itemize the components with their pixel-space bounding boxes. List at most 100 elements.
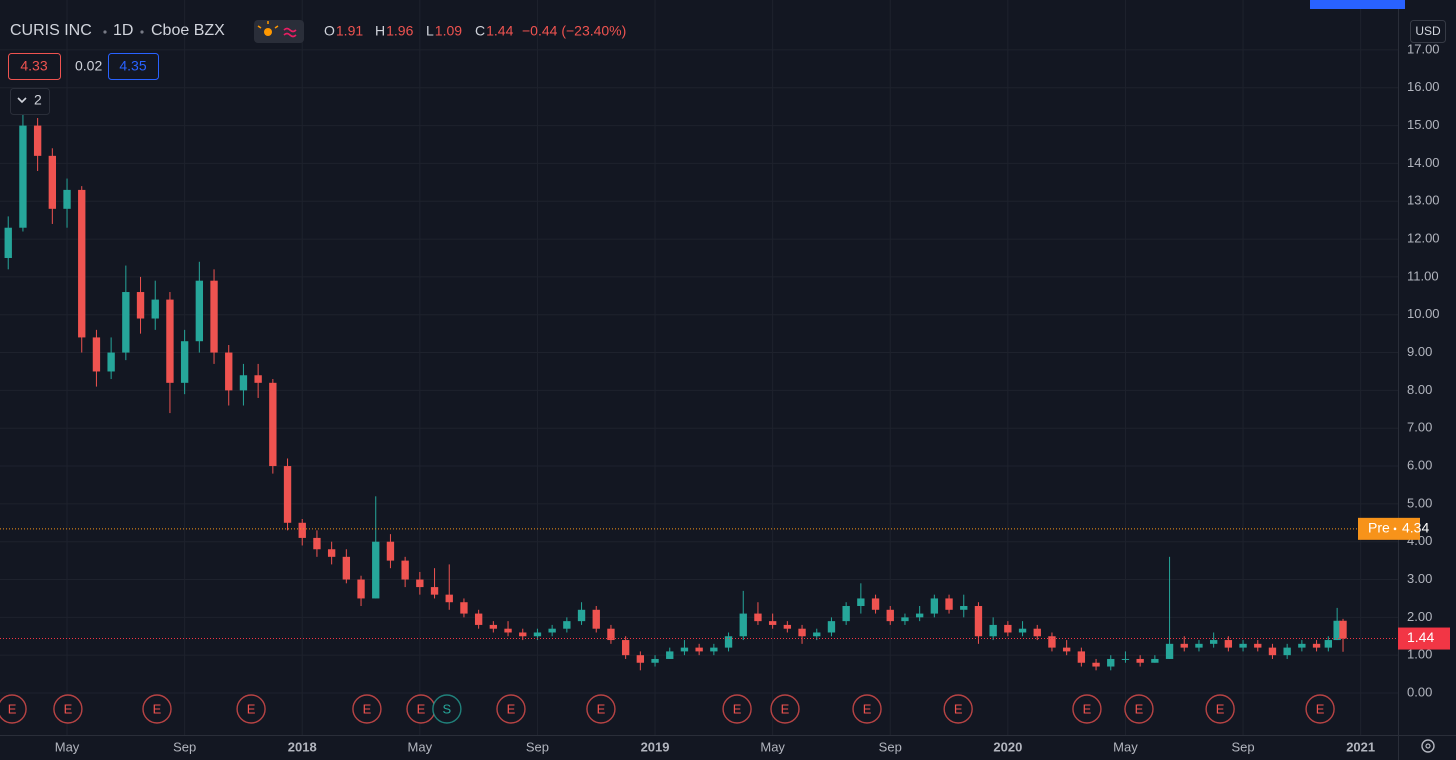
candle-body <box>974 606 983 637</box>
event-marker[interactable] <box>586 694 616 724</box>
candle-body <box>842 606 850 622</box>
interval[interactable]: 1D <box>113 22 133 39</box>
candle-body <box>827 621 836 633</box>
event-marker[interactable] <box>53 694 83 724</box>
candle-body <box>151 299 159 319</box>
event-label: E <box>1135 701 1144 716</box>
x-tick-label: May <box>760 739 785 754</box>
candle-body <box>1268 647 1277 656</box>
candle-body <box>1209 640 1218 644</box>
event-marker[interactable] <box>1072 694 1102 724</box>
currency-box[interactable] <box>1410 20 1446 43</box>
x-tick-label: 2020 <box>993 739 1022 754</box>
symbol[interactable]: CURIS INC <box>10 22 92 39</box>
price-tag <box>1398 627 1450 650</box>
event-label: E <box>1216 701 1225 716</box>
candle-body <box>210 280 218 353</box>
candle-body <box>107 352 115 372</box>
ask-box[interactable] <box>108 53 159 80</box>
ohlc-value: 1.44 <box>486 23 513 39</box>
candle-body <box>78 189 86 338</box>
candle-body <box>254 375 262 383</box>
candle-body <box>1004 624 1012 633</box>
exchange[interactable]: Cboe BZX <box>151 22 225 39</box>
candle-body <box>1339 620 1347 639</box>
candle-body <box>1195 643 1203 648</box>
candle-body <box>813 632 821 637</box>
candle-body <box>886 609 894 622</box>
candle-body <box>327 549 336 557</box>
candle-body <box>739 613 747 637</box>
event-label: S <box>443 701 452 716</box>
event-label: E <box>954 701 963 716</box>
session-badge[interactable] <box>254 20 304 43</box>
event-label: E <box>1083 701 1092 716</box>
candle-body <box>621 640 630 656</box>
event-marker[interactable] <box>1205 694 1235 724</box>
x-tick-label: May <box>1113 739 1138 754</box>
y-tick-label: 9.00 <box>1407 344 1432 359</box>
candle-body <box>533 632 542 637</box>
event-marker[interactable] <box>943 694 973 724</box>
candle-body <box>563 621 571 629</box>
event-marker[interactable] <box>352 694 382 724</box>
candle-body <box>1165 643 1174 659</box>
candle-body <box>798 628 806 637</box>
ohlc-value: 1.96 <box>386 23 413 39</box>
bid-box[interactable] <box>8 53 61 80</box>
candle-body <box>607 628 615 641</box>
event-marker[interactable] <box>142 694 172 724</box>
candle-body <box>342 556 351 580</box>
event-marker[interactable] <box>236 694 266 724</box>
candle-body <box>989 624 997 637</box>
candle-body <box>48 155 57 209</box>
candle-body <box>1077 651 1086 663</box>
candle-body <box>710 647 718 652</box>
candle-body <box>92 337 101 372</box>
candle-body <box>1151 658 1159 663</box>
event-marker[interactable] <box>1124 694 1154 724</box>
candle-body <box>930 598 939 614</box>
settings-icon[interactable] <box>1421 739 1435 753</box>
event-label: E <box>153 701 162 716</box>
y-tick-label: 16.00 <box>1407 79 1440 94</box>
currency: USD <box>1415 24 1441 38</box>
y-tick-label: 15.00 <box>1407 117 1440 132</box>
x-tick-label: Sep <box>1231 739 1254 754</box>
event-marker[interactable] <box>496 694 526 724</box>
event-marker[interactable] <box>432 694 462 724</box>
x-tick-label: Sep <box>526 739 549 754</box>
indicators-count: 2 <box>34 92 42 108</box>
candle-body <box>430 587 439 595</box>
y-tick-label: 13.00 <box>1407 193 1440 208</box>
event-marker[interactable] <box>722 694 752 724</box>
ohlc-key: H <box>375 23 385 39</box>
candle-body <box>1224 640 1233 648</box>
candle-body <box>945 598 953 610</box>
spread: 0.02 <box>75 58 102 74</box>
candle-body <box>445 594 453 603</box>
event-label: E <box>247 701 256 716</box>
candle-body <box>1180 643 1188 648</box>
indicators-toggle[interactable] <box>10 88 50 115</box>
event-marker[interactable] <box>852 694 882 724</box>
toolbar-tab[interactable] <box>1310 0 1405 9</box>
candle-body <box>1298 643 1306 648</box>
candle-body <box>122 292 130 353</box>
candle-body <box>33 125 42 156</box>
grid <box>0 0 1398 735</box>
candle-body <box>1018 628 1027 633</box>
candle-body <box>1048 636 1056 648</box>
separator <box>1393 527 1397 531</box>
event-marker[interactable] <box>0 694 27 724</box>
event-marker[interactable] <box>1305 694 1335 724</box>
candle-body <box>504 628 512 633</box>
x-tick-label: May <box>55 739 80 754</box>
candle-body <box>1136 658 1144 663</box>
candle-body <box>313 537 321 550</box>
candle-body <box>636 655 645 663</box>
event-label: E <box>1316 701 1325 716</box>
candle-body <box>1239 643 1247 648</box>
event-marker[interactable] <box>770 694 800 724</box>
